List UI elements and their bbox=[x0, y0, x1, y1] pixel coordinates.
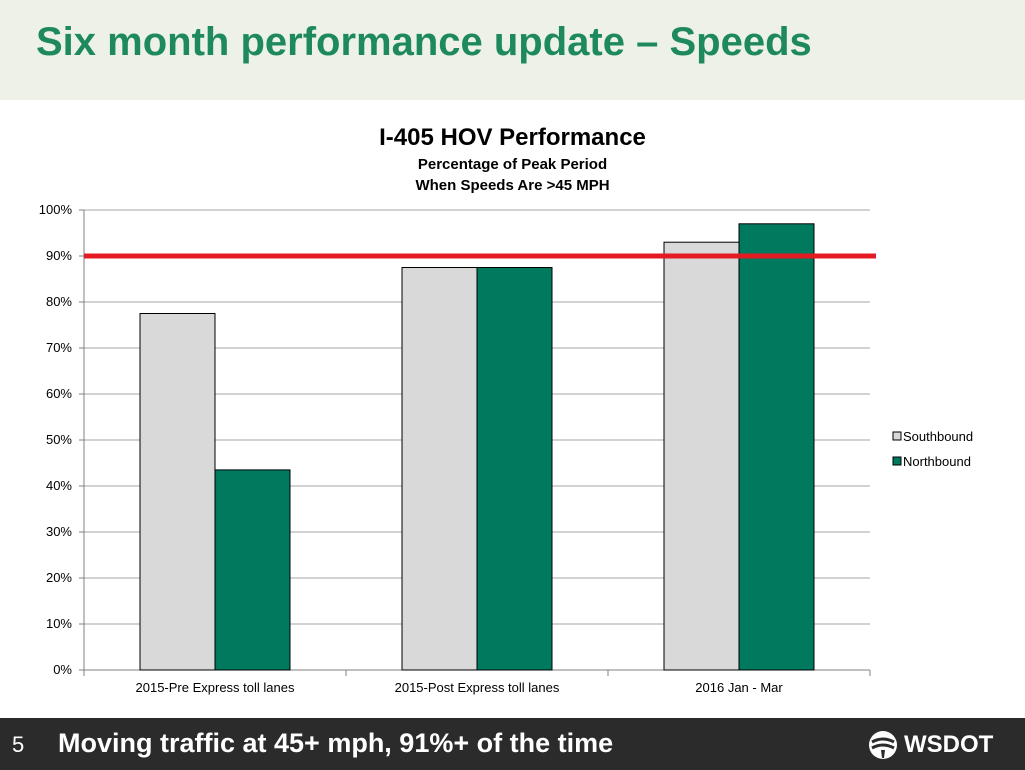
x-tick-label: 2015-Post Express toll lanes bbox=[395, 680, 560, 695]
y-tick-label: 50% bbox=[46, 432, 72, 447]
x-tick-label: 2016 Jan - Mar bbox=[695, 680, 783, 695]
x-tick-label: 2015-Pre Express toll lanes bbox=[136, 680, 295, 695]
chart-title: I-405 HOV Performance bbox=[379, 124, 646, 151]
bar-southbound bbox=[663, 241, 740, 671]
wsdot-logo: WSDOT bbox=[868, 730, 993, 760]
slide-footer: 5 Moving traffic at 45+ mph, 91%+ of the… bbox=[0, 718, 1025, 770]
y-tick-label: 20% bbox=[46, 570, 72, 585]
legend-swatch-northbound bbox=[892, 456, 902, 466]
y-tick-label: 10% bbox=[46, 616, 72, 631]
y-tick-label: 60% bbox=[46, 386, 72, 401]
wsdot-logo-text: WSDOT bbox=[904, 731, 994, 758]
legend-label-southbound: Southbound bbox=[903, 429, 973, 444]
bar-northbound bbox=[738, 223, 815, 671]
bar-northbound bbox=[214, 469, 291, 671]
y-tick-label: 0% bbox=[53, 662, 72, 677]
page-number: 5 bbox=[12, 732, 25, 757]
slide-header: Six month performance update – Speeds bbox=[0, 0, 1025, 100]
bar-northbound bbox=[476, 267, 553, 671]
bar-southbound bbox=[401, 267, 478, 671]
y-tick-label: 90% bbox=[46, 248, 72, 263]
y-tick-label: 30% bbox=[46, 524, 72, 539]
footer-message: Moving traffic at 45+ mph, 91%+ of the t… bbox=[58, 728, 614, 758]
y-tick-label: 40% bbox=[46, 478, 72, 493]
slide-title: Six month performance update – Speeds bbox=[36, 20, 812, 64]
y-tick-label: 100% bbox=[39, 202, 73, 217]
legend-label-northbound: Northbound bbox=[903, 454, 971, 469]
y-tick-label: 80% bbox=[46, 294, 72, 309]
chart-subtitle-line-1: Percentage of Peak Period bbox=[417, 156, 608, 173]
chart-subtitle: Percentage of Peak Period When Speeds Ar… bbox=[0, 154, 1025, 196]
bar-southbound bbox=[139, 313, 216, 671]
legend-swatch-southbound bbox=[892, 431, 902, 441]
y-tick-label: 70% bbox=[46, 340, 72, 355]
wsdot-logo-icon bbox=[869, 731, 897, 759]
bar-chart: 0% 10% 20% 30% 40% 50% 60% 70% 80% 90% 100% 2015-Pr… bbox=[39, 202, 973, 695]
chart-subtitle-line-2: When Speeds Are >45 MPH bbox=[415, 177, 610, 194]
